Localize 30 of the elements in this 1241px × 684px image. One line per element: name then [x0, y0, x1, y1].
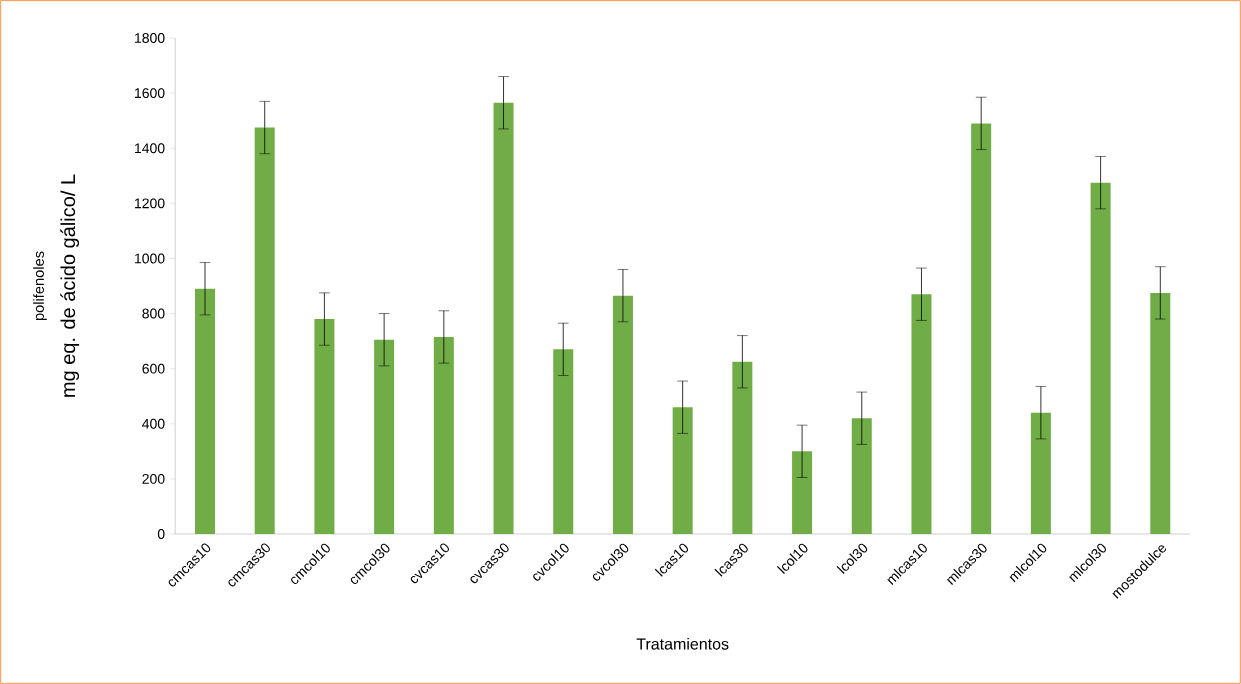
bar	[971, 123, 992, 534]
bar	[314, 319, 335, 534]
bar	[493, 102, 514, 534]
bar	[911, 294, 932, 534]
bar	[254, 127, 275, 534]
bar	[374, 339, 395, 534]
y-tick-label: 800	[142, 308, 165, 319]
bar	[672, 407, 693, 534]
y-tick-label: 1600	[135, 88, 165, 99]
bar	[732, 361, 753, 534]
y-tick-label: 200	[142, 473, 165, 484]
y-tick-label: 0	[157, 529, 165, 539]
y-tick-label: 1000	[135, 253, 165, 264]
y-tick-label: 1200	[135, 198, 165, 209]
bar	[792, 451, 813, 534]
y-tick-label: 600	[142, 363, 165, 374]
y-tick-label: 400	[142, 418, 165, 429]
y-tick-label: 1400	[135, 143, 165, 154]
y-tick-label: 1800	[135, 33, 165, 43]
bar	[1030, 412, 1051, 534]
bar	[195, 288, 216, 534]
bar	[1090, 182, 1111, 534]
bar	[553, 349, 574, 534]
bar	[851, 418, 872, 534]
bar	[612, 295, 633, 534]
bar	[1150, 292, 1171, 534]
x-axis-title: Tratamientos	[636, 637, 729, 650]
y-axis-title: mg eq. de ácido gálico/ L	[60, 174, 80, 397]
text: polifenoles	[33, 251, 47, 321]
bar	[433, 336, 454, 534]
